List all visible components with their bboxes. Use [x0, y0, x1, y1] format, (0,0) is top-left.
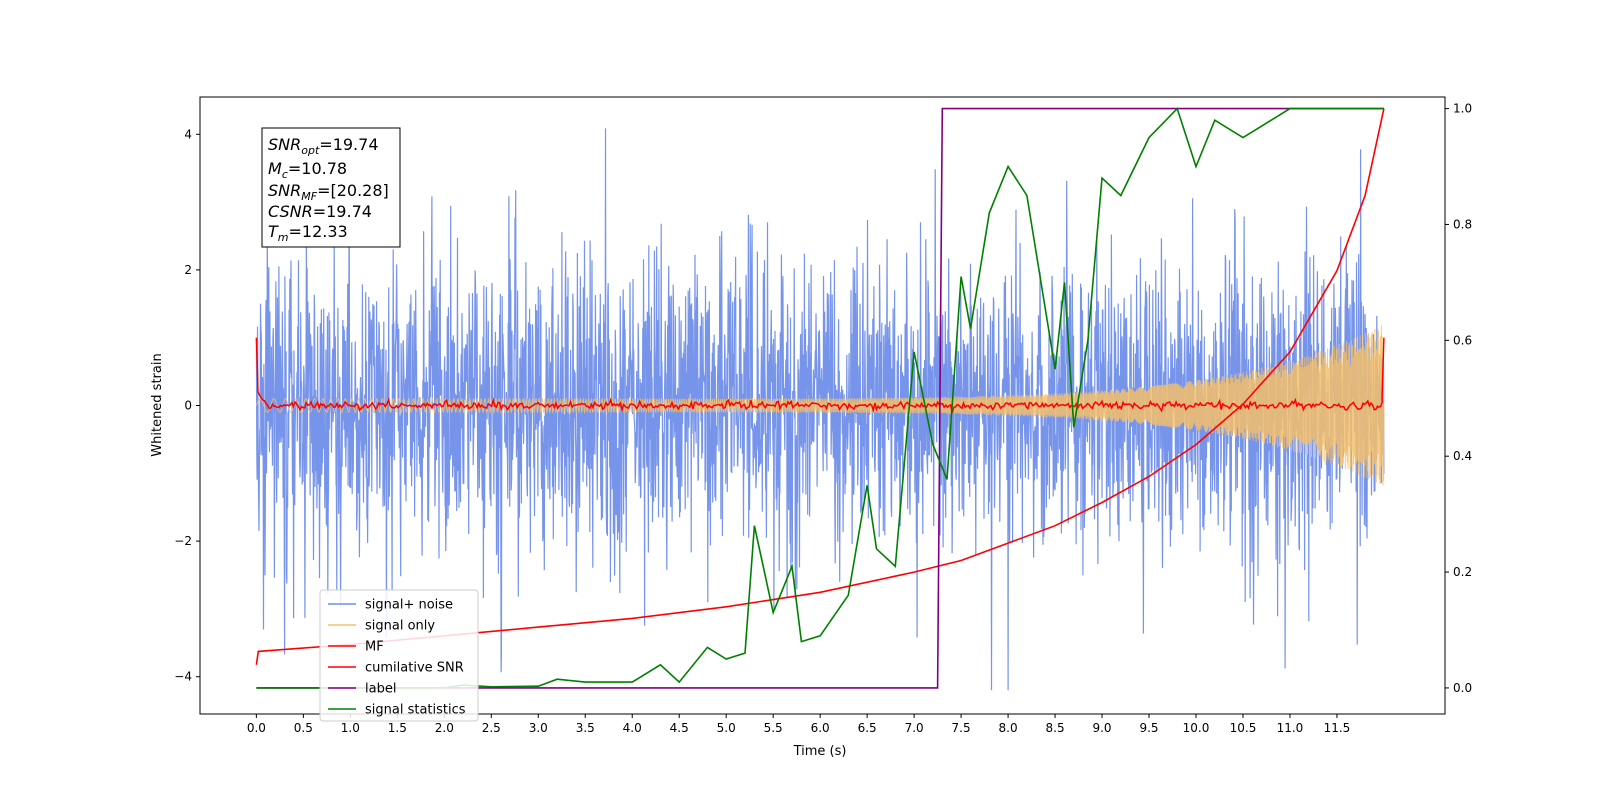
- legend-frame: [319, 589, 479, 722]
- x-tick-label: 8.5: [1046, 721, 1065, 735]
- x-tick-label: 2.5: [482, 721, 501, 735]
- info-csnr: CSNR=19.74: [268, 202, 372, 221]
- x-tick-label: 9.0: [1092, 721, 1111, 735]
- y2-tick-label: 0.0: [1453, 681, 1472, 695]
- legend-label: signal+ noise: [365, 598, 453, 613]
- x-tick-label: 4.0: [623, 721, 642, 735]
- legend-label: MF: [365, 640, 384, 655]
- x-tick-label: 11.5: [1324, 721, 1351, 735]
- info-snr-opt: SNRopt=19.74: [268, 135, 379, 157]
- info-box-frame: [261, 127, 401, 248]
- x-axis-label: Time (s): [793, 744, 847, 759]
- x-tick-label: 0.5: [294, 721, 313, 735]
- x-tick-label: 0.0: [247, 721, 266, 735]
- legend-label: cumilative SNR: [365, 661, 464, 676]
- legend-label: signal statistics: [365, 703, 466, 718]
- x-tick-label: 2.0: [435, 721, 454, 735]
- x-tick-label: 7.0: [905, 721, 924, 735]
- y-axis-label: Whitened strain: [150, 353, 165, 456]
- y2-tick-label: 0.4: [1453, 449, 1472, 463]
- legend-label: signal only: [365, 619, 435, 634]
- info-mc: Mc=10.78: [268, 159, 347, 181]
- x-tick-label: 8.0: [999, 721, 1018, 735]
- legend: signal+ noise signal only MF cumilative SNR…: [319, 589, 479, 722]
- info-tm: Tm=12.33: [268, 222, 348, 244]
- y2-tick-label: 1.0: [1453, 102, 1472, 116]
- x-tick-label: 5.0: [717, 721, 736, 735]
- x-tick-label: 1.0: [341, 721, 360, 735]
- y2-tick-label: 0.2: [1453, 565, 1472, 579]
- y-tick-label: 2: [184, 263, 192, 277]
- y-tick-label: −4: [174, 670, 192, 684]
- x-tick-label: 6.5: [858, 721, 877, 735]
- series-mf: [255, 337, 1385, 414]
- x-tick-label: 3.0: [529, 721, 548, 735]
- y2-tick-label: 0.6: [1453, 333, 1472, 347]
- y-tick-label: −2: [174, 534, 192, 548]
- info-snr-mf: SNRMF=[20.28]: [268, 181, 389, 203]
- x-tick-label: 1.5: [388, 721, 407, 735]
- y-tick-label: 0: [184, 399, 192, 413]
- x-tick-label: 7.5: [952, 721, 971, 735]
- x-tick-label: 5.5: [764, 721, 783, 735]
- x-tick-label: 10.5: [1230, 721, 1257, 735]
- y2-tick-label: 0.8: [1453, 217, 1472, 231]
- info-box: SNRopt=19.74 Mc=10.78 SNRMF=[20.28] CSNR…: [261, 127, 401, 248]
- legend-label: label: [365, 682, 396, 697]
- axis-ticks: 0.0 0.5 1.0 1.5 2.0 2.5 3.0 3.5 4.0 4.5 5.0 5.5 6.0 6…: [174, 102, 1472, 735]
- x-tick-label: 11.0: [1277, 721, 1304, 735]
- series-signal-statistics: [256, 107, 1384, 689]
- x-tick-label: 10.0: [1183, 721, 1210, 735]
- series-label: [256, 107, 1384, 689]
- x-tick-label: 4.5: [670, 721, 689, 735]
- y-tick-label: 4: [184, 127, 192, 141]
- x-tick-label: 9.5: [1139, 721, 1158, 735]
- x-tick-label: 3.5: [576, 721, 595, 735]
- x-tick-label: 6.0: [811, 721, 830, 735]
